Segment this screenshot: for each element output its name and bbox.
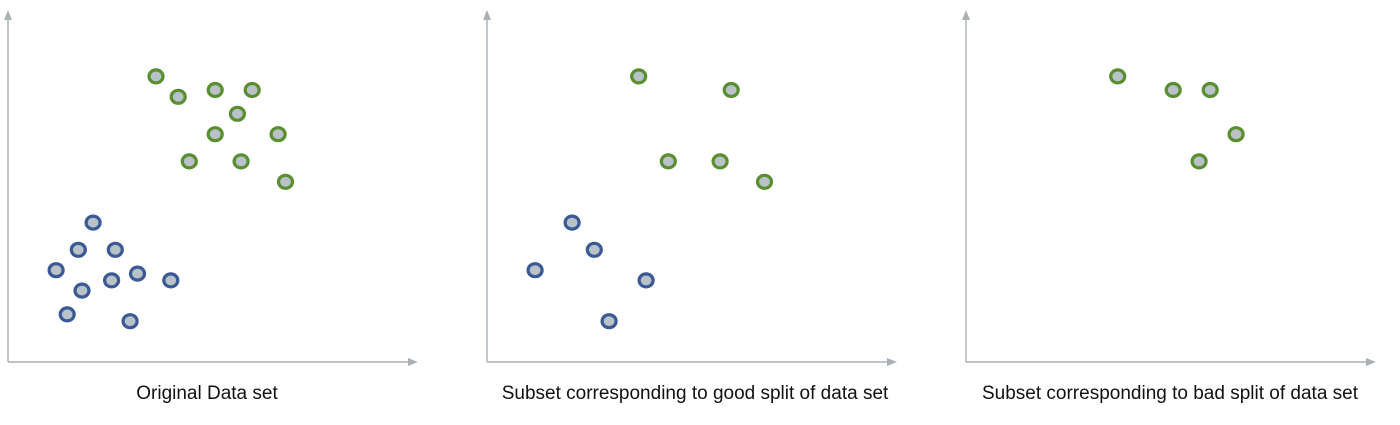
- blue-data-point: [69, 241, 87, 258]
- green-data-point: [228, 105, 246, 122]
- green-data-point: [232, 153, 250, 170]
- blue-data-point: [121, 313, 139, 330]
- green-data-point: [722, 81, 740, 99]
- green-data-point: [206, 126, 224, 143]
- green-data-point: [1201, 81, 1219, 99]
- blue-data-point: [585, 241, 603, 258]
- green-data-point: [711, 153, 729, 170]
- panel-original-data-set: [4, 10, 418, 366]
- blue-data-point: [106, 241, 124, 258]
- green-data-point: [147, 68, 165, 85]
- green-data-point: [755, 173, 774, 190]
- x-axis-arrow: [1366, 358, 1376, 366]
- y-axis-arrow: [483, 10, 491, 20]
- panel-bad-split: [962, 10, 1376, 366]
- green-data-point: [269, 126, 287, 143]
- caption-bad-split: Subset corresponding to bad split of dat…: [981, 383, 1359, 404]
- blue-data-point: [73, 282, 91, 299]
- blue-data-point: [47, 262, 65, 279]
- green-data-point: [206, 81, 224, 99]
- green-data-point: [1109, 68, 1127, 85]
- green-data-point: [1227, 126, 1245, 143]
- blue-data-point: [84, 214, 102, 231]
- caption-good-split: Subset corresponding to good split of da…: [501, 383, 889, 404]
- blue-data-point: [128, 265, 147, 282]
- green-data-point: [1164, 81, 1182, 99]
- blue-data-point: [58, 306, 76, 323]
- green-data-point: [180, 153, 198, 170]
- y-axis-arrow: [962, 10, 970, 20]
- green-data-point: [630, 68, 648, 85]
- y-axis-arrow: [4, 10, 12, 20]
- blue-data-point: [162, 272, 180, 289]
- green-data-point: [276, 173, 295, 190]
- x-axis-arrow: [887, 358, 897, 366]
- blue-data-point: [563, 214, 581, 231]
- blue-data-point: [102, 272, 121, 289]
- green-data-point: [1190, 153, 1208, 170]
- blue-data-point: [526, 262, 544, 279]
- blue-data-point: [637, 272, 655, 289]
- green-data-point: [169, 88, 187, 105]
- panel-good-split: [483, 10, 897, 366]
- caption-original-data-set: Original Data set: [136, 383, 278, 404]
- blue-data-point: [600, 313, 618, 330]
- green-data-point: [659, 153, 677, 170]
- green-data-point: [243, 81, 261, 99]
- x-axis-arrow: [408, 358, 418, 366]
